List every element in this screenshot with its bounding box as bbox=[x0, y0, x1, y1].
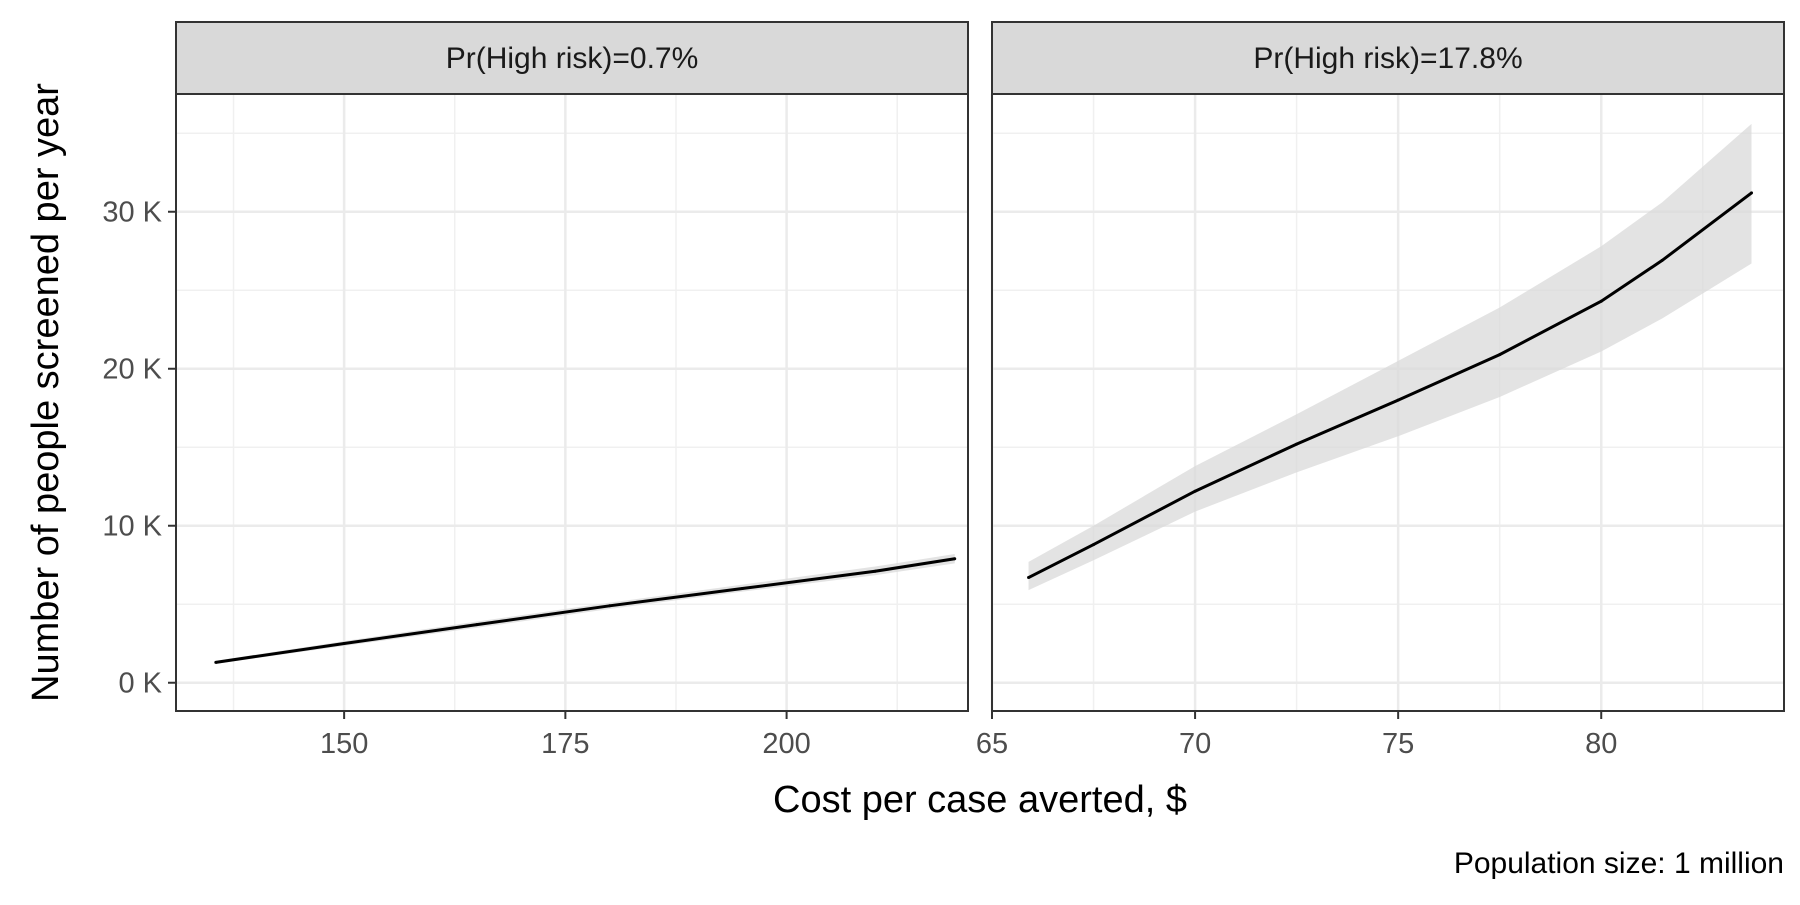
data-point bbox=[1027, 576, 1031, 580]
data-point bbox=[953, 557, 957, 561]
data-point bbox=[475, 623, 479, 627]
data-point bbox=[1750, 191, 1754, 195]
x-tick-label: 75 bbox=[1382, 728, 1414, 760]
data-point bbox=[214, 660, 218, 664]
chart-caption: Population size: 1 million bbox=[1454, 847, 1784, 880]
x-tick-label: 80 bbox=[1585, 728, 1617, 760]
facet-strip bbox=[175, 21, 969, 95]
y-axis-title: Number of people screened per year bbox=[25, 83, 67, 702]
y-tick-label: 10 K bbox=[102, 511, 162, 543]
data-point bbox=[1498, 353, 1502, 357]
y-tick-label: 0 K bbox=[118, 668, 162, 700]
data-point bbox=[342, 641, 346, 645]
x-tick-label: 150 bbox=[320, 728, 368, 760]
data-point bbox=[1660, 258, 1664, 262]
data-point bbox=[740, 587, 744, 591]
confidence-ribbon bbox=[1028, 123, 1752, 591]
facet-strip-label: Pr(High risk)=0.7% bbox=[446, 42, 699, 75]
facet-strip bbox=[991, 21, 1785, 95]
panel-background bbox=[176, 94, 968, 711]
facet-strip-label: Pr(High risk)=17.8% bbox=[1253, 42, 1522, 75]
x-tick-label: 70 bbox=[1179, 728, 1211, 760]
data-point bbox=[1599, 299, 1603, 303]
x-tick-label: 65 bbox=[976, 728, 1008, 760]
data-point bbox=[608, 604, 612, 608]
x-tick-label: 175 bbox=[541, 728, 589, 760]
data-point bbox=[1295, 442, 1299, 446]
x-axis-title: Cost per case averted, $ bbox=[773, 779, 1187, 821]
y-tick-label: 20 K bbox=[102, 354, 162, 386]
data-point bbox=[1193, 489, 1197, 493]
data-point bbox=[1092, 543, 1096, 547]
x-tick-label: 200 bbox=[762, 728, 810, 760]
data-point bbox=[873, 569, 877, 573]
data-point bbox=[1396, 398, 1400, 402]
y-tick-label: 30 K bbox=[102, 197, 162, 229]
